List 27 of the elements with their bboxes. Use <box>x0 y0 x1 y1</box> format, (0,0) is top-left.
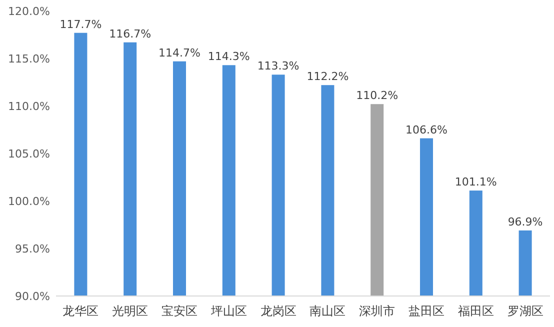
y-tick-label: 115.0% <box>8 52 50 66</box>
data-label: 113.3% <box>257 60 300 73</box>
data-label: 117.7% <box>60 18 102 31</box>
data-label: 96.9% <box>508 215 543 228</box>
data-label: 112.2% <box>306 70 349 84</box>
x-tick-label: 罗湖区 <box>507 304 544 318</box>
data-label: 116.7% <box>109 27 152 40</box>
y-tick-label: 105.0% <box>8 148 50 160</box>
x-tick-label: 光明区 <box>112 304 148 318</box>
data-label: 114.7% <box>158 46 200 60</box>
x-tick-label: 深圳市 <box>359 304 396 318</box>
data-label: 110.2% <box>356 89 398 102</box>
x-tick-label: 坪山区 <box>210 304 247 318</box>
data-label: 114.3% <box>208 50 250 64</box>
x-tick-label: 福田区 <box>458 304 494 318</box>
data-label: 101.1% <box>454 176 497 189</box>
x-tick-label: 宝安区 <box>162 304 198 318</box>
y-tick-label: 110.0% <box>8 100 50 113</box>
x-tick-label: 盐田区 <box>408 304 444 318</box>
x-tick-label: 龙华区 <box>62 304 99 318</box>
y-tick-label: 100.0% <box>8 195 50 208</box>
y-tick-label: 120.0% <box>8 5 50 18</box>
data-label: 106.6% <box>406 123 448 136</box>
y-tick-label: 90.0% <box>15 290 50 303</box>
y-tick-label: 95.0% <box>15 242 50 256</box>
x-tick-label: 龙岗区 <box>260 304 296 318</box>
x-tick-label: 南山区 <box>310 304 346 318</box>
